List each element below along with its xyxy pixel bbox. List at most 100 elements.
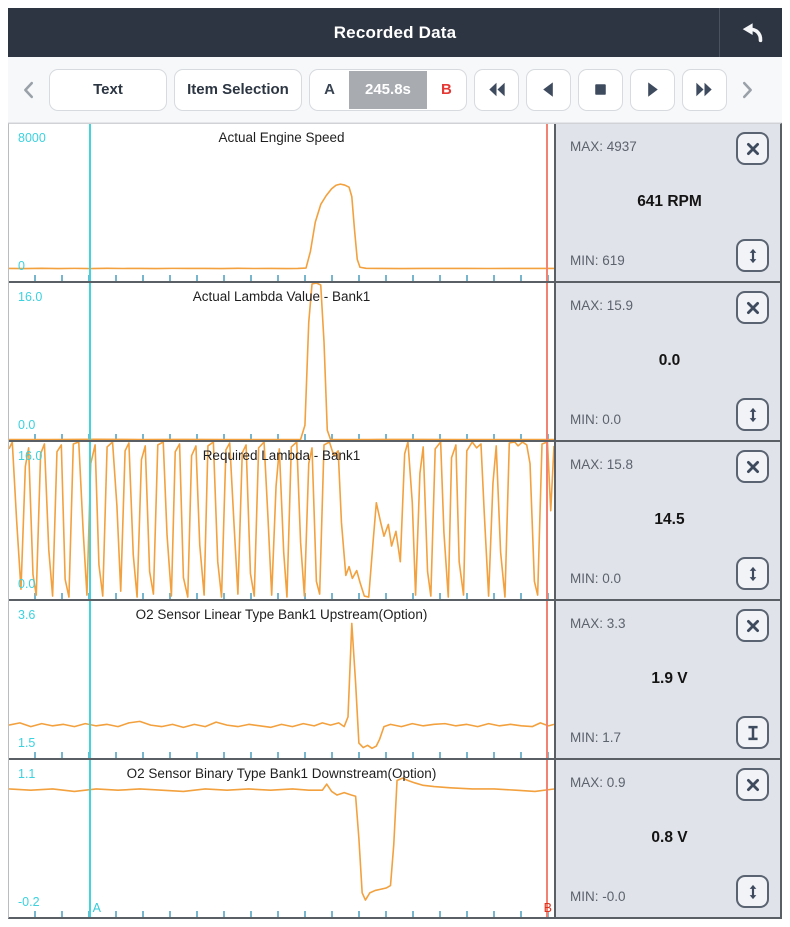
chevron-left-icon [24, 81, 34, 98]
cursor-b-line[interactable] [546, 442, 549, 599]
resize-chart-button[interactable] [736, 239, 769, 272]
cursor-a-line[interactable] [88, 760, 91, 917]
cursor-a-line[interactable] [88, 601, 91, 758]
cursor-b-line[interactable] [546, 283, 549, 440]
cursor-b-line[interactable] [546, 760, 549, 917]
item-selection-button[interactable]: Item Selection [174, 68, 302, 111]
cursor-b-tag: B [543, 901, 552, 915]
cursor-a-line[interactable] [88, 124, 91, 281]
close-icon [746, 460, 759, 473]
return-button[interactable] [734, 15, 769, 50]
chart-stats-panel: MAX: 15.9 0.0 MIN: 0.0 [554, 283, 780, 440]
y-axis-min-label: 0.0 [18, 577, 36, 591]
step-back-icon [543, 82, 553, 97]
close-icon [746, 142, 759, 155]
chart-plot-area[interactable]: 1.1 -0.2 O2 Sensor Binary Type Bank1 Dow… [9, 760, 554, 917]
chart-row: 16.0 0.0 Actual Lambda Value - Bank1 A B… [9, 283, 780, 442]
chart-row: 8000 0 Actual Engine Speed A B MAX: 4937… [9, 124, 780, 283]
title-bar-right-section [719, 8, 782, 57]
resize-chart-button[interactable] [736, 875, 769, 908]
y-axis-max-label: 16.0 [18, 290, 43, 304]
waveform [9, 283, 554, 440]
rewind-button[interactable] [473, 68, 519, 111]
y-axis-min-label: 0 [18, 259, 25, 273]
marker-b-label[interactable]: B [440, 81, 452, 98]
close-chart-button[interactable] [736, 291, 769, 324]
play-icon [648, 82, 658, 97]
resize-chart-button[interactable] [736, 557, 769, 590]
cursor-a-line[interactable] [88, 283, 91, 440]
time-range-control[interactable]: A 245.8s B [309, 68, 467, 111]
current-value: 1.9 V [651, 670, 688, 687]
chart-plot-area[interactable]: 8000 0 Actual Engine Speed A B [9, 124, 554, 281]
close-icon [746, 619, 759, 632]
current-value: 0.0 [658, 352, 681, 369]
stop-button[interactable] [577, 68, 623, 111]
current-value: 641 RPM [637, 193, 702, 210]
waveform-line [9, 778, 554, 900]
page-previous-button[interactable] [16, 79, 42, 101]
min-value-label: MIN: 619 [570, 253, 625, 268]
y-axis-max-label: 8000 [18, 131, 46, 145]
waveform [9, 760, 554, 917]
chart-plot-area[interactable]: 16.0 0.0 Required Lambda - Bank1 A B [9, 442, 554, 599]
cursor-b-line[interactable] [546, 601, 549, 758]
chart-title: Actual Engine Speed [218, 130, 345, 145]
play-button[interactable] [629, 68, 675, 111]
waveform-line [9, 184, 554, 268]
y-axis-max-label: 16.0 [18, 449, 43, 463]
chart-title: O2 Sensor Linear Type Bank1 Upstream(Opt… [135, 607, 428, 622]
resize-chart-button[interactable] [736, 398, 769, 431]
waveform-line [9, 442, 554, 597]
step-back-button[interactable] [525, 68, 571, 111]
chart-title: Actual Lambda Value - Bank1 [192, 289, 371, 304]
min-value-label: MIN: 0.0 [570, 571, 622, 586]
min-value-label: MIN: -0.0 [570, 889, 626, 904]
min-value-label: MIN: 1.7 [570, 730, 622, 745]
close-chart-button[interactable] [736, 132, 769, 165]
current-value: 14.5 [654, 511, 685, 528]
stop-icon [595, 84, 606, 95]
close-chart-button[interactable] [736, 768, 769, 801]
toolbar: Text Item Selection A 245.8s B [8, 57, 782, 123]
cursor-a-line[interactable] [88, 442, 91, 599]
close-chart-button[interactable] [736, 609, 769, 642]
max-value-label: MAX: 4937 [570, 139, 637, 154]
chart-stats-panel: MAX: 15.8 14.5 MIN: 0.0 [554, 442, 780, 599]
chart-row: 1.1 -0.2 O2 Sensor Binary Type Bank1 Dow… [9, 760, 780, 917]
page-title: Recorded Data [333, 22, 457, 42]
close-chart-button[interactable] [736, 450, 769, 483]
page-next-button[interactable] [734, 79, 760, 101]
chart-list: 8000 0 Actual Engine Speed A B MAX: 4937… [8, 123, 782, 919]
current-value: 0.8 V [651, 829, 688, 846]
text-view-button[interactable]: Text [49, 68, 167, 111]
resize-chart-button[interactable] [736, 716, 769, 749]
time-axis-ticks [9, 911, 554, 917]
cursor-b-line[interactable] [546, 124, 549, 281]
chart-plot-area[interactable]: 16.0 0.0 Actual Lambda Value - Bank1 A B [9, 283, 554, 440]
time-axis-ticks [9, 434, 554, 440]
chevron-right-icon [742, 81, 752, 98]
fast-forward-button[interactable] [681, 68, 727, 111]
resize-vertical-icon [749, 884, 756, 899]
marker-a-label[interactable]: A [324, 81, 335, 98]
chart-stats-panel: MAX: 0.9 0.8 V MIN: -0.0 [554, 760, 780, 917]
rewind-icon [489, 82, 505, 97]
max-value-label: MAX: 15.8 [570, 457, 634, 472]
min-value-label: MIN: 0.0 [570, 412, 622, 427]
waveform [9, 124, 554, 281]
max-value-label: MAX: 15.9 [570, 298, 634, 313]
chart-title: Required Lambda - Bank1 [202, 448, 361, 463]
y-axis-min-label: -0.2 [18, 895, 40, 909]
chart-title: O2 Sensor Binary Type Bank1 Downstream(O… [126, 766, 437, 781]
cursor-a-tag: A [92, 901, 101, 915]
waveform-line [9, 623, 554, 748]
chart-plot-area[interactable]: 3.6 1.5 O2 Sensor Linear Type Bank1 Upst… [9, 601, 554, 758]
time-axis-ticks [9, 593, 554, 599]
return-icon [742, 23, 762, 43]
resize-vertical-icon [749, 407, 756, 422]
resize-vertical-icon [749, 248, 756, 263]
y-axis-max-label: 3.6 [18, 608, 36, 622]
waveform [9, 601, 554, 758]
fast-forward-icon [696, 82, 712, 97]
